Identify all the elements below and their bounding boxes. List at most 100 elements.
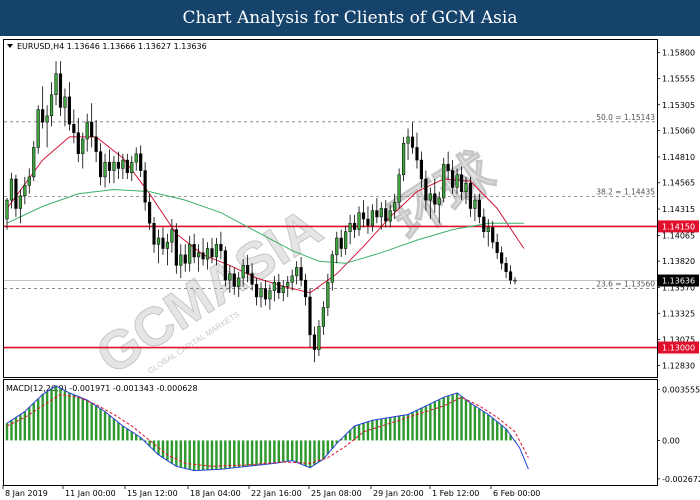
- bull-candle-body: [370, 210, 374, 226]
- candle: [352, 214, 357, 238]
- candle: [121, 153, 125, 180]
- candle: [317, 320, 321, 356]
- macd-label: MACD(12,26,9) -0.001971 -0.001343 -0.000…: [6, 384, 198, 393]
- bull-candle-body: [179, 254, 183, 266]
- candle: [397, 168, 401, 209]
- macd-tick-label: -0.002672: [662, 475, 700, 484]
- candle: [491, 221, 495, 249]
- candle: [237, 271, 241, 297]
- bull-candle-body: [237, 277, 241, 287]
- candle: [170, 219, 174, 253]
- candle: [299, 256, 303, 287]
- candle: [419, 151, 424, 188]
- time-tick-label: 11 Jan 00:00: [65, 489, 116, 498]
- candle: [67, 82, 71, 131]
- price-tick-label: 1.14565: [662, 179, 695, 188]
- candle: [58, 61, 63, 116]
- candle: [103, 153, 107, 188]
- bull-candle-body: [165, 241, 170, 249]
- bear-candle-body: [72, 124, 76, 133]
- bear-candle-body: [192, 244, 196, 258]
- level-price-label: 1.13000: [662, 344, 695, 353]
- candle: [197, 244, 201, 272]
- bear-candle-body: [263, 288, 268, 300]
- candle: [134, 147, 138, 171]
- bull-candle-body: [357, 212, 361, 230]
- bull-candle-body: [317, 326, 321, 350]
- price-tick-label: 1.13075: [662, 336, 695, 345]
- candle: [5, 197, 9, 230]
- candle: [85, 113, 89, 152]
- candle: [232, 267, 236, 295]
- bear-candle-body: [366, 218, 370, 226]
- bull-candle-body: [295, 267, 299, 277]
- bear-candle-body: [116, 161, 120, 169]
- bear-candle-body: [303, 279, 308, 298]
- moving-average-line: [6, 136, 525, 294]
- bear-candle-body: [107, 161, 112, 171]
- candle: [250, 263, 254, 291]
- bull-candle-body: [49, 94, 54, 117]
- time-tick-label: 22 Jan 16:00: [251, 489, 302, 498]
- bear-candle-body: [76, 132, 80, 154]
- candle: [107, 149, 112, 184]
- candle: [49, 82, 54, 127]
- fib-level-label: 23.6 = 1.13560: [596, 280, 655, 289]
- bear-candle-body: [446, 164, 450, 171]
- candle: [205, 242, 210, 270]
- candle: [165, 233, 170, 266]
- time-tick-label: 8 Jan 2019: [5, 489, 48, 498]
- bear-candle-body: [375, 210, 379, 218]
- bull-candle-body: [348, 222, 352, 232]
- bear-candle-body: [451, 170, 455, 188]
- bear-candle-body: [219, 244, 223, 251]
- bull-candle-body: [397, 174, 401, 203]
- bull-candle-body: [121, 159, 125, 169]
- candle: [330, 250, 334, 291]
- bull-candle-body: [290, 275, 294, 283]
- candle: [192, 233, 196, 264]
- bear-candle-body: [201, 252, 205, 260]
- candle: [402, 136, 406, 182]
- level-price-box: [658, 220, 699, 233]
- bear-candle-body: [299, 267, 303, 281]
- bear-candle-body: [143, 170, 147, 203]
- bear-candle-body: [58, 73, 63, 108]
- bull-candle-body: [335, 237, 339, 256]
- candle: [241, 259, 245, 287]
- chart-background: [0, 36, 700, 500]
- candle: [504, 256, 508, 279]
- bull-candle-body: [54, 73, 58, 96]
- fib-level-label: 38.2 = 1.14435: [596, 187, 655, 196]
- bull-candle-body: [228, 273, 232, 281]
- bear-candle-body: [223, 250, 227, 281]
- bear-candle-body: [312, 334, 317, 350]
- bull-candle-body: [473, 199, 477, 209]
- bear-candle-body: [161, 237, 165, 249]
- bull-candle-body: [214, 244, 219, 258]
- candle: [393, 193, 397, 220]
- price-tick-label: 1.12830: [662, 361, 695, 370]
- candle: [366, 206, 370, 234]
- page-title: Chart Analysis for Clients of GCM Asia: [0, 0, 700, 36]
- fib-level-label: 50.0 = 1.15143: [596, 113, 655, 122]
- candle: [32, 141, 36, 182]
- bull-candle-body: [286, 281, 290, 287]
- bull-candle-body: [428, 193, 432, 201]
- bear-candle-body: [424, 178, 428, 201]
- bull-candle-body: [344, 231, 348, 249]
- candle: [379, 202, 383, 230]
- candle: [179, 244, 183, 279]
- candle: [500, 246, 504, 270]
- bear-candle-body: [232, 273, 236, 287]
- candle: [375, 197, 379, 224]
- candle: [246, 254, 250, 283]
- bull-candle-body: [513, 279, 517, 282]
- bear-candle-body: [308, 296, 312, 336]
- candle: [156, 229, 161, 264]
- symbol-header: EURUSD,H4 1.13646 1.13666 1.13627 1.1363…: [17, 42, 207, 51]
- price-tick-label: 1.15555: [662, 74, 695, 83]
- candle: [94, 120, 98, 163]
- bear-candle-body: [482, 216, 486, 232]
- candle: [388, 204, 392, 228]
